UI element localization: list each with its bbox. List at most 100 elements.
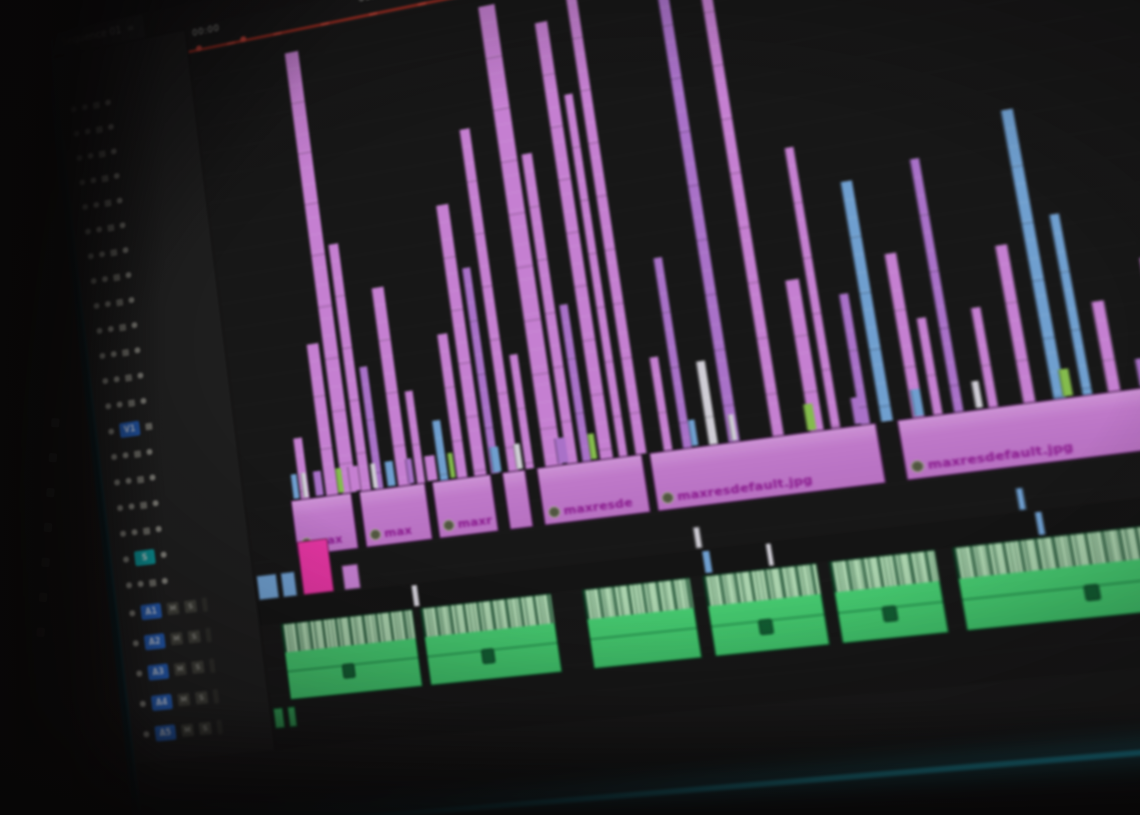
track-output-icon[interactable] — [139, 500, 148, 509]
video-clip-small[interactable] — [256, 573, 280, 601]
clip-stack-column[interactable] — [694, 0, 784, 437]
audio-gain-line[interactable] — [590, 627, 697, 640]
video-clip-sliver[interactable] — [802, 403, 817, 431]
track-options-icon[interactable] — [155, 525, 162, 533]
video-clip-sliver[interactable] — [512, 443, 524, 470]
track-target-v1[interactable]: V1 — [118, 420, 141, 438]
video-clip-sliver[interactable] — [970, 380, 983, 409]
timeline-tracks[interactable]: max max maxr maxresde maxresdefault.jpg maxre… — [188, 0, 1140, 750]
mute-toggle[interactable]: M — [177, 692, 191, 707]
sync-lock-icon[interactable] — [99, 352, 106, 360]
track-output-icon[interactable] — [95, 125, 103, 134]
track-lock-icon[interactable] — [81, 103, 88, 111]
track-output-icon[interactable] — [124, 373, 133, 382]
track-lock-icon[interactable] — [125, 477, 132, 485]
track-gap-sliver[interactable] — [411, 584, 420, 607]
track-options-icon[interactable] — [131, 321, 138, 329]
track-output-icon[interactable] — [110, 248, 118, 257]
track-target-a3[interactable]: A3 — [147, 662, 170, 681]
track-output-icon[interactable] — [107, 223, 115, 232]
sync-lock-icon[interactable] — [90, 277, 97, 285]
video-clip-sliver[interactable] — [489, 446, 502, 473]
fx-badge-icon[interactable] — [481, 648, 497, 665]
track-options-icon[interactable] — [122, 246, 129, 254]
track-output-icon[interactable] — [112, 273, 121, 281]
track-lock-icon[interactable] — [116, 401, 123, 408]
fx-badge-icon[interactable] — [909, 459, 926, 474]
video-clip-sliver[interactable] — [404, 458, 415, 484]
video-clip-sliver[interactable] — [849, 397, 862, 425]
solo-toggle[interactable]: S — [194, 691, 209, 705]
video-clip-sliver[interactable] — [384, 460, 396, 487]
track-gap-sliver[interactable] — [1034, 511, 1046, 536]
track-target-a1[interactable]: A1 — [140, 602, 163, 620]
video-clip-sliver[interactable] — [312, 470, 324, 497]
track-options-icon[interactable] — [149, 474, 156, 481]
track-target-a2[interactable]: A2 — [143, 632, 166, 650]
sync-lock-icon[interactable] — [70, 106, 77, 113]
video-clip[interactable]: maxr — [431, 473, 500, 539]
track-output-icon[interactable] — [142, 526, 151, 535]
audio-clip[interactable] — [828, 549, 950, 644]
solo-toggle[interactable]: S — [133, 548, 156, 566]
video-clip-sliver[interactable] — [554, 437, 569, 464]
video-clip-small[interactable] — [341, 563, 362, 591]
track-output-icon[interactable] — [101, 174, 109, 183]
track-lock-icon[interactable] — [129, 609, 136, 617]
mute-toggle[interactable]: M — [169, 632, 184, 646]
video-clip-small[interactable] — [280, 571, 298, 598]
track-options-icon[interactable] — [161, 577, 169, 585]
audio-clip[interactable] — [581, 577, 703, 670]
sync-lock-icon[interactable] — [87, 252, 94, 260]
fx-badge-icon[interactable] — [660, 491, 675, 505]
video-clip-sliver[interactable] — [727, 414, 738, 441]
track-lock-icon[interactable] — [87, 152, 94, 160]
sync-lock-icon[interactable] — [73, 130, 80, 137]
fx-badge-icon[interactable] — [368, 528, 382, 542]
track-output-icon[interactable] — [121, 348, 130, 357]
video-clip-sliver[interactable] — [347, 465, 361, 492]
track-gap-sliver[interactable] — [765, 543, 774, 566]
track-lock-icon[interactable] — [136, 670, 143, 677]
video-clip-sliver[interactable] — [446, 452, 456, 479]
track-lock-icon[interactable] — [98, 250, 106, 258]
track-output-icon[interactable] — [145, 422, 153, 430]
sync-lock-icon[interactable] — [102, 377, 109, 385]
sync-lock-icon[interactable] — [110, 453, 118, 461]
track-output-icon[interactable] — [118, 323, 127, 331]
fx-badge-icon[interactable] — [881, 605, 899, 623]
solo-toggle[interactable]: S — [191, 660, 205, 674]
clip-stack-column[interactable] — [909, 157, 964, 413]
sync-lock-icon[interactable] — [105, 402, 112, 410]
track-options-icon[interactable] — [160, 551, 167, 559]
track-options-icon[interactable] — [110, 148, 117, 155]
sync-lock-icon[interactable] — [76, 154, 83, 162]
audio-clip[interactable] — [419, 593, 563, 686]
video-clip-sliver[interactable] — [1057, 368, 1074, 397]
video-clip-sliver[interactable] — [631, 426, 645, 454]
solo-toggle[interactable]: S — [187, 629, 201, 644]
track-options-icon[interactable] — [128, 296, 135, 304]
audio-clip-stub[interactable] — [272, 707, 286, 729]
track-lock-icon[interactable] — [122, 556, 130, 563]
track-options-icon[interactable] — [104, 99, 112, 106]
track-output-icon[interactable] — [98, 149, 106, 158]
sync-lock-icon[interactable] — [81, 203, 89, 211]
track-lock-icon[interactable] — [143, 730, 150, 738]
clip-stack-column[interactable] — [653, 0, 740, 443]
sync-lock-icon[interactable] — [79, 179, 86, 186]
panel-menu-icon[interactable]: ≡ — [126, 23, 135, 34]
track-lock-icon[interactable] — [113, 375, 120, 383]
track-output-icon[interactable] — [136, 475, 145, 484]
track-lock-icon[interactable] — [128, 503, 135, 510]
fx-badge-icon[interactable] — [1082, 583, 1102, 602]
track-options-icon[interactable] — [125, 271, 132, 279]
video-clip-sliver[interactable] — [586, 433, 598, 460]
track-lock-icon[interactable] — [137, 580, 144, 588]
track-options-icon[interactable] — [119, 221, 126, 229]
video-clip-small[interactable] — [1015, 487, 1027, 511]
solo-toggle[interactable]: S — [198, 721, 212, 736]
track-options-icon[interactable] — [146, 448, 153, 456]
video-clip-sliver[interactable] — [1134, 358, 1140, 387]
solo-toggle[interactable]: S — [183, 599, 198, 614]
